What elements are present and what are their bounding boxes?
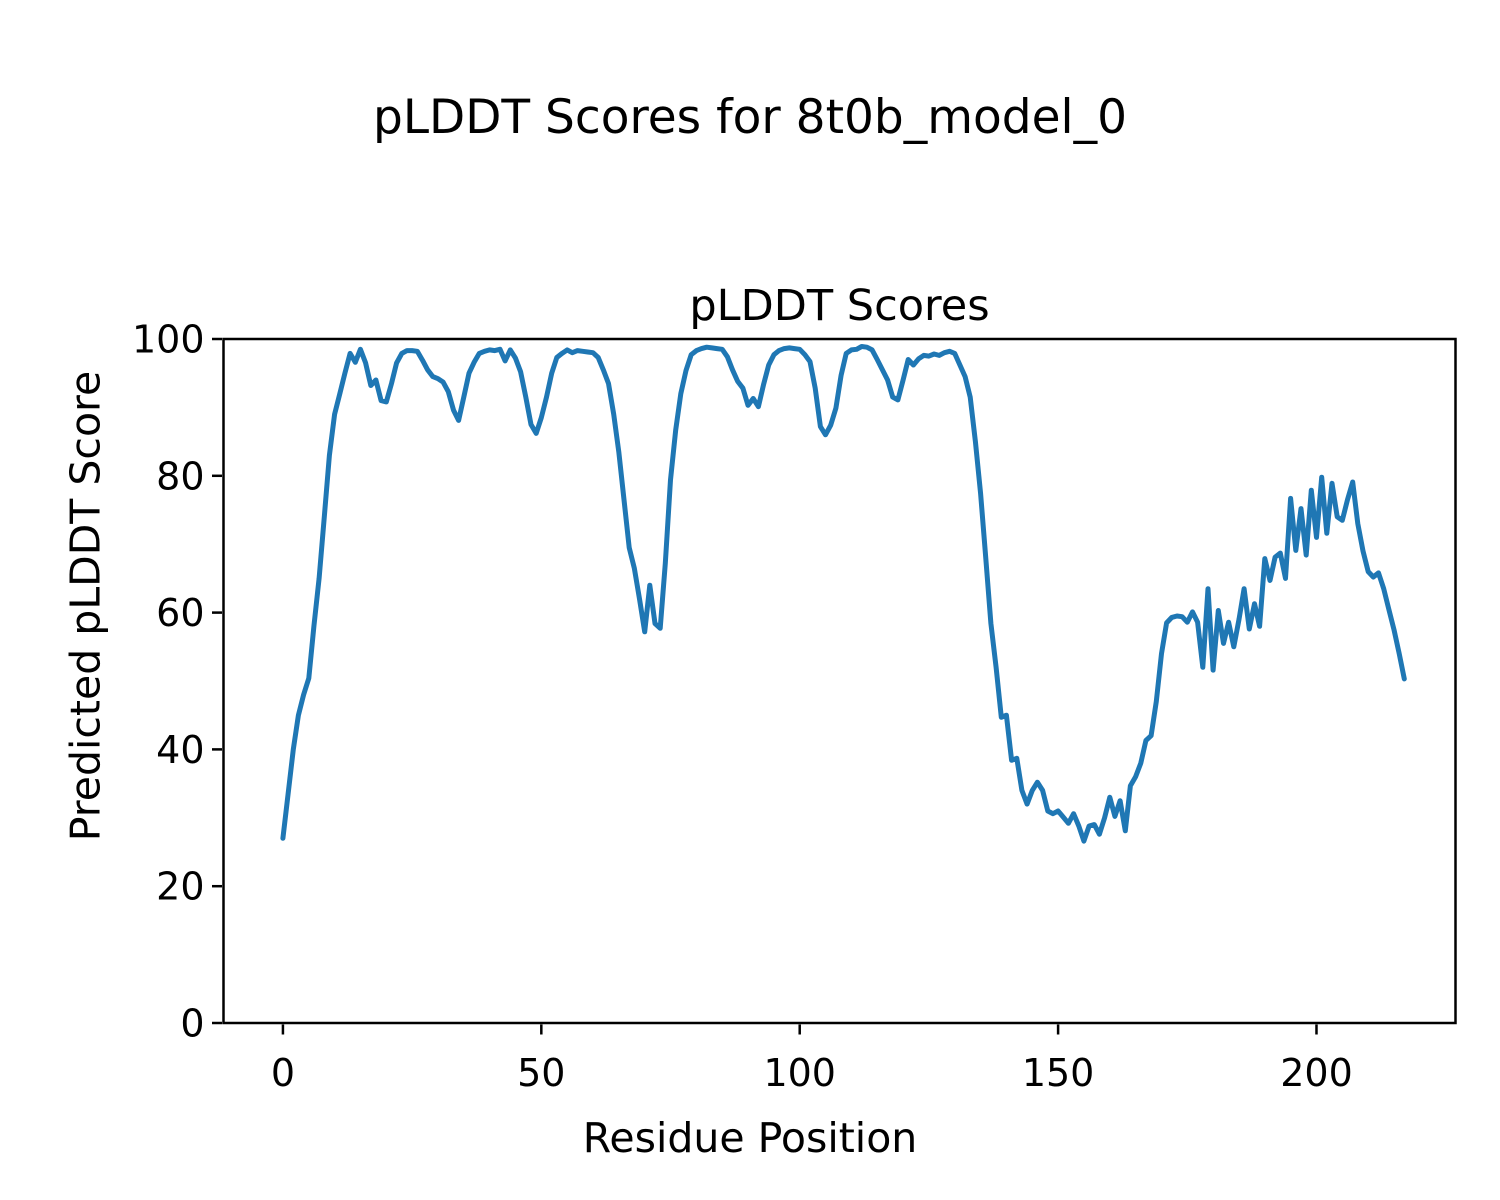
axes-spines: [222, 337, 1457, 1025]
y-tick-label: 20: [156, 865, 204, 909]
plddt-line: [280, 344, 1407, 844]
y-axis-label: Predicted pLDDT Score: [61, 370, 110, 842]
x-axis-label: Residue Position: [582, 1114, 918, 1162]
y-tick-label: 40: [156, 728, 204, 772]
figure-title: pLDDT Scores for 8t0b_model_0: [373, 90, 1127, 145]
y-tick-label: 60: [156, 591, 204, 635]
x-tick-label: 0: [271, 1051, 295, 1095]
x-tick-label: 100: [763, 1051, 836, 1095]
x-tick-label: 50: [517, 1051, 565, 1095]
y-tick-label: 0: [180, 1002, 204, 1046]
axes-title: pLDDT Scores: [689, 281, 990, 331]
y-tick-label: 80: [156, 454, 204, 498]
x-tick-label: 200: [1280, 1051, 1353, 1095]
y-tick-label: 100: [132, 318, 205, 362]
x-tick-label: 150: [1022, 1051, 1095, 1095]
